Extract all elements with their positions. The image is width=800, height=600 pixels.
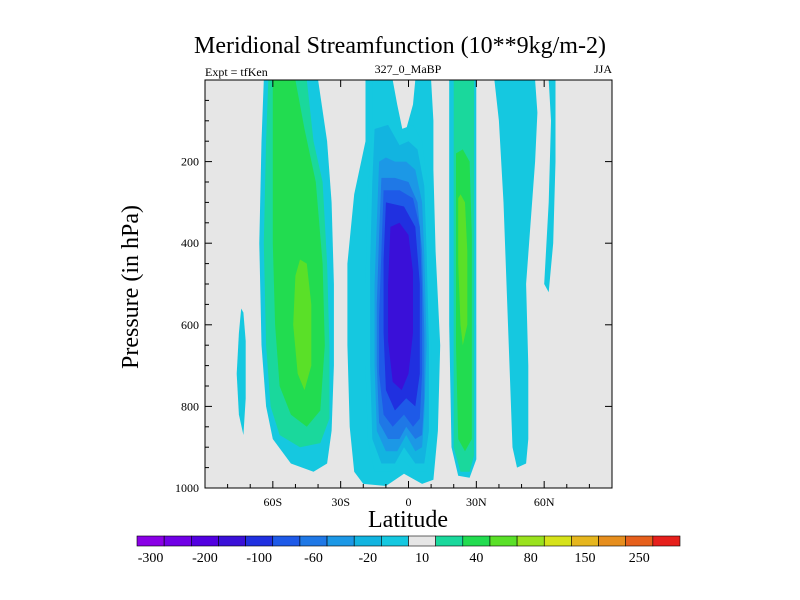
x-tick-label: 60N bbox=[534, 495, 555, 509]
colorbar-box bbox=[598, 535, 626, 547]
contour-region-2 bbox=[494, 80, 538, 468]
colorbar-label: -20 bbox=[358, 551, 377, 566]
case-label: 327_0_MaBP bbox=[375, 62, 442, 76]
colorbar-box bbox=[435, 535, 464, 547]
season-label: JJA bbox=[594, 62, 612, 76]
y-tick-label: 1000 bbox=[175, 481, 199, 495]
contour-region-7 bbox=[272, 80, 325, 427]
colorbar-label: -60 bbox=[304, 551, 323, 566]
colorbar-box bbox=[326, 535, 355, 547]
contour-region-18 bbox=[458, 194, 468, 346]
colorbar-box bbox=[353, 535, 382, 547]
colorbar-box bbox=[272, 535, 301, 547]
x-axis-label: Latitude bbox=[368, 507, 448, 533]
colorbar-labels: -300 -200 -100 -60 -20 10 40 80 150 250 bbox=[138, 551, 650, 566]
contour-region-4 bbox=[236, 308, 246, 435]
contour-regions bbox=[236, 80, 556, 486]
colorbar-label: 250 bbox=[629, 551, 650, 566]
colorbar-box bbox=[245, 535, 274, 547]
colorbar-box bbox=[625, 535, 654, 547]
chart-title: Meridional Streamfunction (10**9kg/m-2) bbox=[194, 33, 606, 59]
colorbar-box bbox=[516, 535, 545, 547]
colorbar-box bbox=[462, 535, 491, 547]
x-tick-label: 0 bbox=[406, 495, 412, 509]
contour-region-16 bbox=[388, 222, 413, 391]
colorbar-label: 10 bbox=[415, 551, 429, 566]
x-tick-label: 30N bbox=[466, 495, 487, 509]
y-tick-label: 600 bbox=[181, 318, 199, 332]
plot-frame bbox=[204, 79, 613, 489]
colorbar-box bbox=[381, 535, 409, 547]
colorbar bbox=[136, 535, 681, 547]
y-tick-label: 800 bbox=[181, 399, 199, 413]
y-tick-label: 200 bbox=[181, 155, 199, 169]
experiment-label: Expt = tfKen bbox=[205, 65, 268, 79]
axis-ticks: 60S 30S 0 30N 60N 200 400 600 800 1000 bbox=[175, 80, 612, 509]
colorbar-label: 150 bbox=[575, 551, 596, 566]
contour-region-8 bbox=[293, 259, 312, 391]
colorbar-label: 80 bbox=[524, 551, 538, 566]
y-axis-label: Pressure (in hPa) bbox=[118, 205, 144, 369]
colorbar-box bbox=[571, 535, 599, 547]
colorbar-label: 40 bbox=[469, 551, 483, 566]
colorbar-box bbox=[408, 535, 436, 547]
colorbar-label: -200 bbox=[192, 551, 218, 566]
x-tick-label: 60S bbox=[263, 495, 282, 509]
colorbar-box bbox=[218, 535, 246, 547]
x-tick-label: 30S bbox=[331, 495, 350, 509]
colorbar-box bbox=[543, 535, 572, 547]
colorbar-box bbox=[299, 535, 328, 547]
colorbar-label: -100 bbox=[246, 551, 272, 566]
y-tick-label: 400 bbox=[181, 236, 199, 250]
colorbar-label: -300 bbox=[138, 551, 164, 566]
colorbar-box bbox=[163, 535, 192, 547]
colorbar-box bbox=[136, 535, 165, 547]
colorbar-box bbox=[489, 535, 518, 547]
colorbar-box bbox=[191, 535, 219, 547]
colorbar-box bbox=[652, 535, 681, 547]
contour-region-3 bbox=[544, 80, 556, 293]
